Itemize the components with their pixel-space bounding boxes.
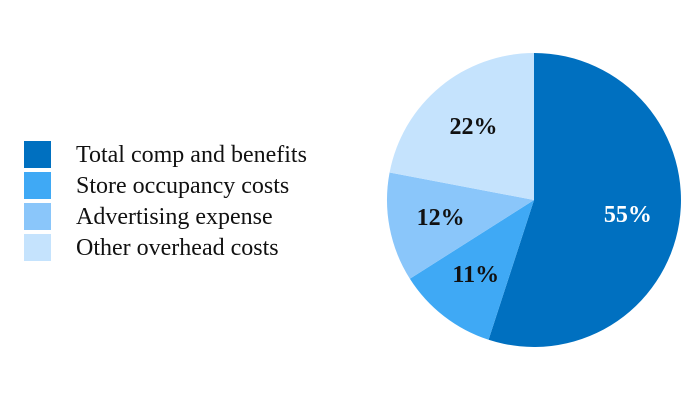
legend-item-store-occupancy: Store occupancy costs bbox=[24, 170, 307, 201]
pie-slice-1 bbox=[488, 53, 681, 347]
slice-value-label: 55% bbox=[604, 202, 652, 228]
pie-slices bbox=[386, 52, 681, 347]
chart-legend: Total comp and benefits Store occupancy … bbox=[24, 139, 307, 263]
slice-value-label: 12% bbox=[417, 205, 465, 231]
legend-swatch bbox=[24, 141, 51, 168]
legend-label: Store occupancy costs bbox=[76, 172, 290, 199]
legend-item-total-comp: Total comp and benefits bbox=[24, 139, 307, 170]
legend-label: Total comp and benefits bbox=[76, 141, 307, 168]
slice-value-label: 11% bbox=[452, 262, 499, 288]
legend-swatch bbox=[24, 203, 51, 230]
legend-item-advertising: Advertising expense bbox=[24, 201, 307, 232]
slice-value-label: 22% bbox=[449, 114, 497, 140]
legend-label: Other overhead costs bbox=[76, 234, 279, 261]
legend-swatch bbox=[24, 234, 51, 261]
legend-label: Advertising expense bbox=[76, 203, 273, 230]
pie-slice-3 bbox=[386, 172, 534, 279]
pie-slice-2 bbox=[409, 200, 534, 340]
pie-value-labels: 55% 11% 12% 22% bbox=[417, 114, 652, 288]
pie-slice-4 bbox=[389, 52, 534, 200]
legend-item-other-overhead: Other overhead costs bbox=[24, 232, 307, 263]
legend-swatch bbox=[24, 172, 51, 199]
